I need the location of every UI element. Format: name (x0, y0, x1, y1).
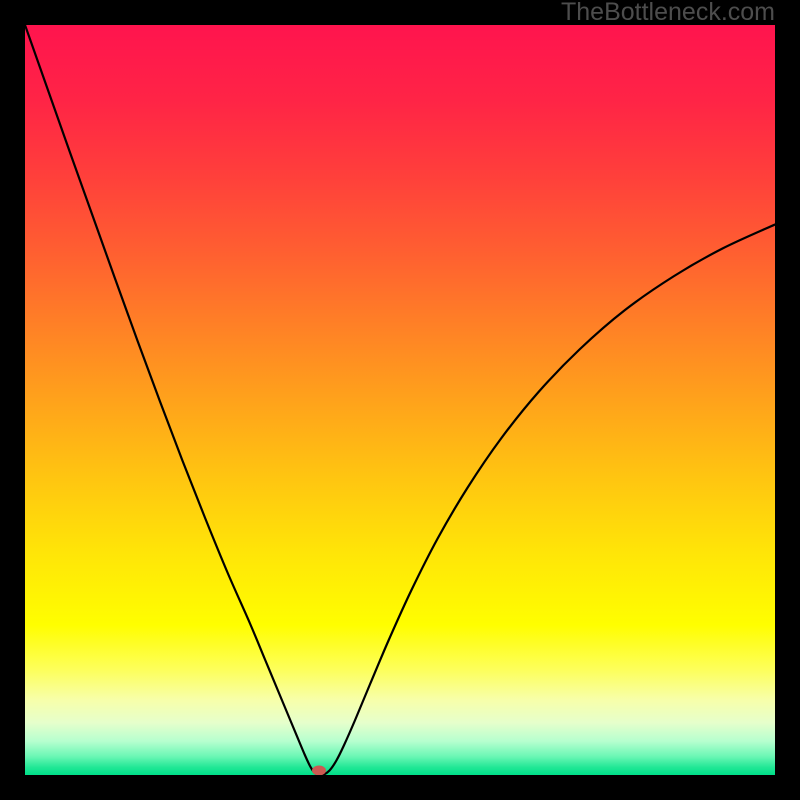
watermark-text: TheBottleneck.com (561, 0, 775, 27)
chart-frame (23, 23, 777, 777)
